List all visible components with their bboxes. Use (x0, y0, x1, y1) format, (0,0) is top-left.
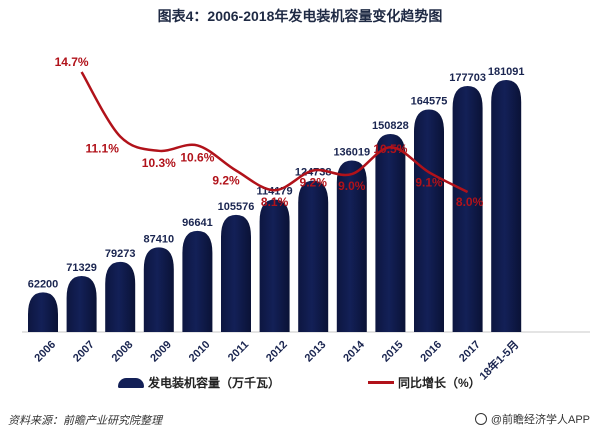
growth-label-2014: 9.0% (338, 179, 366, 193)
bar-value-label-2017: 177703 (449, 72, 486, 84)
bar-value-label-2016: 164575 (411, 95, 448, 107)
legend-label-bar: 发电装机容量（万千瓦） (148, 376, 281, 390)
legend-swatch-bar (118, 377, 144, 388)
x-tick-label-2014: 2014 (341, 338, 367, 364)
legend-item-line: 同比增长（%） (368, 374, 481, 391)
x-tick-label-2012: 2012 (264, 339, 290, 365)
growth-label-2009: 10.3% (142, 156, 176, 170)
bar-value-label-2007: 71329 (66, 262, 97, 274)
bar-2012 (259, 199, 290, 332)
bar-value-label-2014: 136019 (333, 147, 370, 159)
legend-swatch-line (368, 381, 394, 384)
bar-2009 (143, 247, 174, 332)
legend-label-line: 同比增长（%） (398, 376, 481, 390)
bar-2017 (452, 86, 483, 333)
bar-2008 (105, 261, 136, 332)
x-tick-label-2009: 2009 (148, 339, 174, 365)
x-tick-label-18年1-5月: 18年1-5月 (476, 337, 521, 382)
bar-2007 (66, 276, 97, 332)
growth-label-2011: 9.2% (212, 174, 240, 188)
bar-2010 (182, 230, 213, 332)
bar-value-label-2015: 150828 (372, 120, 409, 132)
bar-value-label-2011: 105576 (218, 201, 255, 213)
brand-credit: @前瞻经济学人APP (474, 411, 590, 427)
x-tick-label-2011: 2011 (226, 339, 251, 364)
growth-label-2015: 10.5% (373, 142, 407, 156)
bar-value-label-2009: 87410 (144, 233, 175, 245)
x-tick-label-2016: 2016 (418, 339, 444, 365)
growth-line (80, 71, 469, 194)
x-tick-label-2006: 2006 (32, 339, 58, 365)
bar-2011 (221, 214, 251, 332)
bar-2014 (336, 160, 367, 332)
bar-2013 (298, 180, 329, 332)
growth-label-2010: 10.6% (180, 150, 214, 164)
brand-logo-icon (474, 413, 487, 425)
growth-label-2016: 9.1% (415, 175, 443, 189)
bar-value-label-2006: 62200 (28, 278, 59, 290)
x-tick-label-2015: 2015 (380, 339, 406, 365)
bar-18年1-5月 (491, 80, 522, 332)
x-tick-label-2010: 2010 (187, 339, 213, 365)
legend-item-bar: 发电装机容量（万千瓦） (118, 374, 280, 391)
bar-2006 (28, 292, 58, 332)
bar-2015 (375, 134, 406, 332)
x-tick-label-2017: 2017 (457, 339, 483, 365)
x-tick-label-2008: 2008 (110, 339, 136, 365)
growth-label-2013: 9.2% (300, 176, 328, 190)
brand-text: @前瞻经济学人APP (490, 414, 590, 426)
x-tick-label-2013: 2013 (303, 339, 329, 365)
bar-value-label-2010: 96641 (182, 217, 213, 229)
growth-label-2012: 8.1% (261, 195, 289, 209)
bar-value-label-2008: 79273 (105, 248, 136, 260)
bar-2016 (414, 109, 444, 332)
growth-label-2008: 11.1% (86, 141, 120, 155)
chart-title: 图表4：2006-2018年发电装机容量变化趋势图 (157, 8, 443, 24)
x-tick-label-2007: 2007 (71, 339, 97, 365)
bar-value-label-18年1-5月: 181091 (488, 66, 525, 78)
growth-label-2007: 14.7% (55, 55, 89, 69)
source-note: 资料来源：前瞻产业研究院整理 (8, 415, 162, 427)
growth-label-2017: 8.0% (456, 195, 484, 209)
